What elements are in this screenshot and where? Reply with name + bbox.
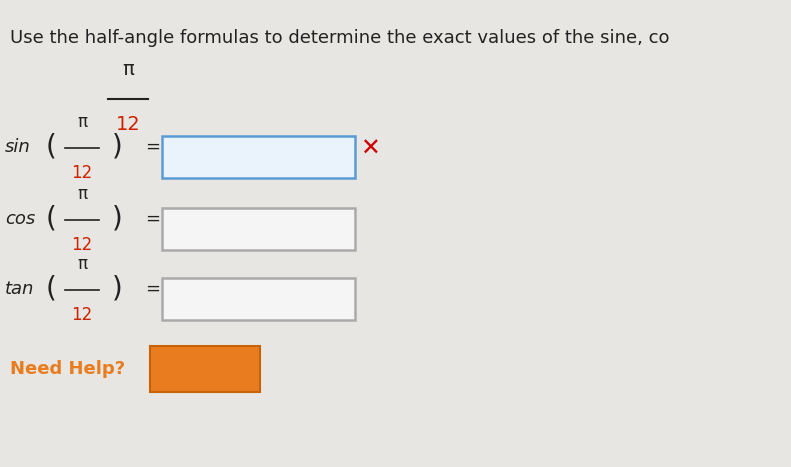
Text: =: =	[145, 280, 160, 298]
FancyBboxPatch shape	[162, 136, 355, 178]
Text: π: π	[77, 113, 87, 131]
Text: Need Help?: Need Help?	[10, 360, 125, 378]
Text: Read It: Read It	[174, 361, 236, 376]
FancyBboxPatch shape	[162, 208, 355, 250]
Text: cos: cos	[5, 210, 36, 228]
Text: 12: 12	[115, 115, 140, 134]
Text: π: π	[122, 60, 134, 79]
Text: π: π	[77, 185, 87, 203]
Text: ): )	[112, 205, 123, 233]
Text: 12: 12	[71, 306, 93, 324]
FancyBboxPatch shape	[150, 346, 260, 392]
Text: ✕: ✕	[360, 137, 380, 161]
Text: (: (	[46, 205, 57, 233]
Text: Use the half-angle formulas to determine the exact values of the sine, co: Use the half-angle formulas to determine…	[10, 29, 669, 47]
Text: tan: tan	[5, 280, 34, 298]
Text: =: =	[145, 210, 160, 228]
Text: (: (	[46, 275, 57, 303]
Text: ): )	[112, 133, 123, 161]
Text: 12: 12	[71, 236, 93, 254]
Text: ): )	[112, 275, 123, 303]
Text: π: π	[77, 255, 87, 273]
Text: =: =	[145, 138, 160, 156]
Text: sin: sin	[5, 138, 31, 156]
Text: (: (	[46, 133, 57, 161]
Text: 12: 12	[71, 164, 93, 182]
FancyBboxPatch shape	[162, 278, 355, 320]
